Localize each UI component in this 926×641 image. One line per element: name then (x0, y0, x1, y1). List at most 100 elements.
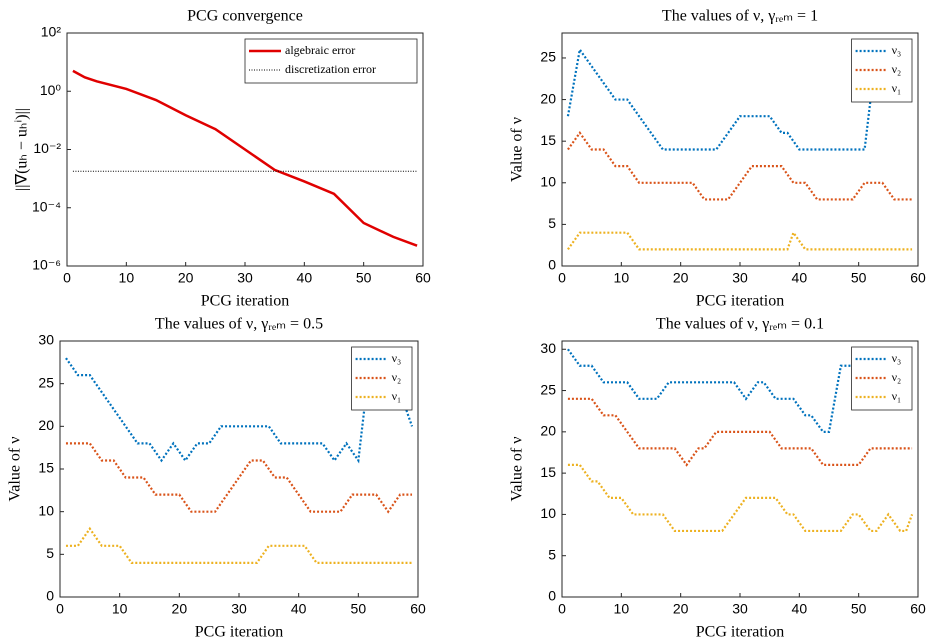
y-tick-label: 15 (38, 460, 54, 476)
x-tick-label: 30 (231, 601, 247, 617)
legend-label: ν₂ (392, 370, 402, 384)
y-tick-label: 10² (41, 24, 62, 40)
y-tick-label: 5 (46, 545, 54, 561)
y-tick-label: 0 (46, 588, 54, 604)
x-tick-label: 60 (410, 601, 426, 617)
x-tick-label: 0 (63, 270, 71, 286)
chart-title: The values of ν, γᵣₑₘ = 0.5 (155, 316, 323, 333)
subplot: The values of ν, γᵣₑₘ = 0.5 PCG iteration… (7, 316, 426, 641)
y-tick-label: 25 (540, 381, 556, 397)
legend-label: ν₃ (892, 351, 902, 365)
chart-title: PCG convergence (187, 8, 303, 25)
legend-label: ν₃ (392, 351, 402, 365)
legend-label: ν₂ (892, 62, 902, 76)
subplot: The values of ν, γᵣₑₘ = 1 PCG iteration Va… (509, 8, 926, 310)
x-tick-label: 10 (614, 270, 630, 286)
x-axis-label: PCG iteration (195, 624, 283, 641)
chart-title: The values of ν, γᵣₑₘ = 0.1 (656, 316, 824, 333)
x-axis-label: PCG iteration (696, 624, 784, 641)
y-tick-label: 25 (540, 49, 556, 65)
x-tick-label: 10 (112, 601, 128, 617)
series-line (65, 442, 413, 514)
series-line (567, 230, 913, 251)
x-tick-label: 0 (558, 601, 566, 617)
y-axis-label: Value of ν (509, 117, 526, 182)
y-tick-label: 10⁻² (33, 140, 61, 156)
x-tick-label: 50 (851, 270, 867, 286)
y-tick-label: 15 (540, 132, 556, 148)
y-tick-label: 10⁻⁴ (32, 198, 61, 214)
x-tick-label: 50 (851, 601, 867, 617)
chart-title: The values of ν, γᵣₑₘ = 1 (662, 8, 818, 25)
x-tick-label: 60 (910, 270, 926, 286)
legend-box (244, 38, 418, 84)
y-tick-label: 30 (38, 332, 54, 348)
axes-box (561, 340, 919, 598)
y-axis-label: Value of ν (509, 437, 526, 502)
legend-label: ν₂ (892, 370, 902, 384)
y-axis-label: ||∇(uₕ − uₕⁱ)|| (14, 108, 31, 191)
x-tick-label: 0 (56, 601, 64, 617)
legend-label: ν₁ (392, 389, 402, 403)
x-tick-label: 0 (558, 270, 566, 286)
series-line (566, 46, 913, 151)
axes-box (59, 340, 419, 598)
subplot: The values of ν, γᵣₑₘ = 0.1 PCG iteration… (509, 316, 926, 641)
x-tick-label: 30 (732, 270, 748, 286)
x-tick-label: 20 (178, 270, 194, 286)
y-tick-label: 10⁰ (40, 82, 62, 98)
y-tick-label: 30 (540, 340, 556, 356)
series-line (567, 130, 913, 201)
x-tick-label: 20 (673, 601, 689, 617)
y-tick-label: 0 (548, 588, 556, 604)
x-tick-label: 30 (237, 270, 253, 286)
x-tick-label: 10 (614, 601, 630, 617)
legend: ν₃ ν₂ ν₁ (351, 346, 413, 411)
y-axis-label: Value of ν (7, 437, 24, 502)
legend-box (851, 38, 913, 103)
x-tick-label: 10 (119, 270, 135, 286)
x-axis-label: PCG iteration (696, 293, 784, 310)
series-line (567, 397, 913, 467)
x-tick-label: 20 (673, 270, 689, 286)
y-tick-label: 10 (540, 173, 556, 189)
x-tick-label: 40 (291, 601, 307, 617)
legend: algebraic error discretization error (244, 38, 418, 84)
legend-box (351, 346, 413, 411)
y-tick-label: 25 (38, 374, 54, 390)
legend: ν₃ ν₂ ν₁ (851, 346, 913, 411)
x-tick-label: 40 (297, 270, 313, 286)
y-tick-label: 10 (38, 502, 54, 518)
y-tick-label: 5 (548, 215, 556, 231)
series-line (65, 526, 413, 564)
x-tick-label: 20 (172, 601, 188, 617)
axes-box (66, 32, 424, 267)
x-tick-label: 50 (351, 601, 367, 617)
series-line (567, 463, 914, 533)
legend-label: algebraic error (285, 43, 355, 57)
series-line (72, 69, 418, 247)
series-line (65, 357, 414, 464)
x-tick-label: 30 (732, 601, 748, 617)
y-tick-label: 0 (548, 257, 556, 273)
x-tick-label: 40 (792, 601, 808, 617)
x-axis-label: PCG iteration (201, 293, 289, 310)
legend: ν₃ ν₂ ν₁ (851, 38, 913, 103)
x-tick-label: 60 (415, 270, 431, 286)
y-tick-label: 20 (38, 417, 54, 433)
x-tick-label: 60 (910, 601, 926, 617)
y-tick-label: 20 (540, 90, 556, 106)
legend-label: ν₃ (892, 43, 902, 57)
y-tick-label: 20 (540, 423, 556, 439)
legend-label: ν₁ (892, 81, 902, 95)
y-tick-label: 15 (540, 464, 556, 480)
axes-box (561, 32, 919, 267)
x-tick-label: 40 (792, 270, 808, 286)
x-tick-label: 50 (356, 270, 372, 286)
legend-label: ν₁ (892, 389, 902, 403)
legend-label: discretization error (285, 62, 376, 76)
y-tick-label: 10⁻⁶ (32, 257, 61, 273)
legend-box (851, 346, 913, 411)
subplot: PCG convergence PCG iteration ||∇(uₕ − uₕⁱ… (14, 8, 431, 310)
